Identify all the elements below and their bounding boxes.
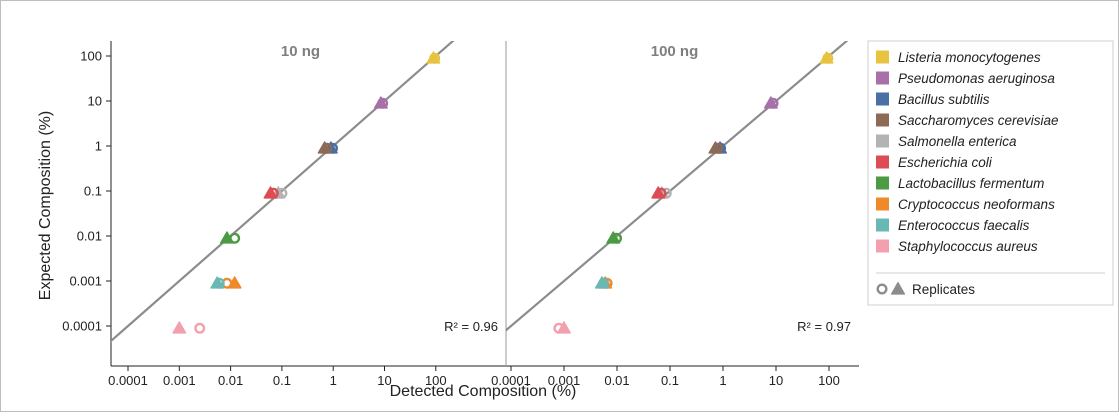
legend: Listeria monocytogenes Pseudomonas aerugi… bbox=[867, 40, 1114, 306]
circle-point bbox=[213, 277, 225, 289]
legend-label: Cryptococcus neoformans bbox=[898, 197, 1055, 212]
reference-line bbox=[111, 41, 455, 343]
circle-point bbox=[194, 322, 206, 334]
circle-point bbox=[767, 97, 779, 109]
panel-title: 10 ng bbox=[281, 43, 320, 60]
circle-point bbox=[267, 187, 279, 199]
circle-point bbox=[598, 277, 610, 289]
panel-1: 0.0001 0.001 0.01 0.1 1 10 100 10 ng R² = 0.96 bbox=[108, 41, 498, 388]
x-tick-label: 0.0001 bbox=[108, 373, 148, 388]
x-tick-label: 10 bbox=[769, 373, 783, 388]
legend-swatch bbox=[876, 134, 889, 148]
y-tick-label: 10 bbox=[88, 94, 102, 109]
y-tick-label: 0.01 bbox=[77, 229, 102, 244]
y-axis-title: Expected Composition (%) bbox=[37, 111, 54, 300]
legend-label: Saccharomyces cerevisiae bbox=[898, 113, 1059, 128]
circle-point bbox=[553, 322, 565, 334]
legend-swatch bbox=[876, 155, 889, 169]
axes-layer: 0.0001 0.001 0.01 0.1 1 10 100 Expected Composi… bbox=[37, 41, 859, 400]
legend-label: Pseudomonas aeruginosa bbox=[898, 71, 1055, 86]
circle-point bbox=[429, 52, 441, 64]
x-tick-label: 0.01 bbox=[604, 373, 629, 388]
panel-2: 0.0001 0.001 0.01 0.1 1 10 100 100 ng R² = 0.97 bbox=[491, 41, 851, 388]
legend-swatch bbox=[876, 50, 889, 64]
legend-swatch bbox=[876, 92, 889, 106]
legend-label: Salmonella enterica bbox=[898, 134, 1017, 149]
circle-point bbox=[321, 142, 333, 154]
x-axis-title: Detected Composition (%) bbox=[390, 383, 577, 400]
y-tick-label: 0.001 bbox=[69, 274, 102, 289]
x-tick-label: 0.001 bbox=[163, 373, 196, 388]
y-tick-label: 100 bbox=[80, 49, 102, 64]
legend-swatch bbox=[876, 197, 889, 211]
circle-point bbox=[712, 142, 724, 154]
legend-swatch bbox=[876, 71, 889, 85]
r-squared-label: R² = 0.96 bbox=[444, 319, 498, 334]
replicate-triangle-icon bbox=[890, 281, 906, 295]
x-tick-label: 100 bbox=[425, 373, 447, 388]
circle-point bbox=[611, 232, 623, 244]
x-tick-label: 0.0001 bbox=[491, 373, 531, 388]
x-tick-label: 0.1 bbox=[661, 373, 679, 388]
x-tick-label: 0.01 bbox=[218, 373, 243, 388]
legend-label: Lactobacillus fermentum bbox=[898, 176, 1044, 191]
legend-swatch bbox=[876, 113, 889, 127]
y-tick-label: 0.1 bbox=[84, 184, 102, 199]
legend-label: Listeria monocytogenes bbox=[898, 50, 1041, 65]
replicate-circle-icon bbox=[876, 283, 888, 295]
legend-label: Enterococcus faecalis bbox=[898, 218, 1030, 233]
legend-label: Bacillus subtilis bbox=[898, 92, 990, 107]
legend-replicates-label: Replicates bbox=[912, 282, 975, 297]
legend-label: Staphylococcus aureus bbox=[898, 239, 1038, 254]
legend-swatch bbox=[876, 239, 889, 253]
legend-label: Escherichia coli bbox=[898, 155, 993, 170]
x-tick-label: 0.001 bbox=[548, 373, 581, 388]
panel-title: 100 ng bbox=[651, 43, 699, 60]
circle-point bbox=[377, 97, 389, 109]
y-tick-label: 0.0001 bbox=[62, 319, 102, 334]
x-tick-label: 0.1 bbox=[273, 373, 291, 388]
x-tick-label: 1 bbox=[719, 373, 726, 388]
y-tick-label: 1 bbox=[95, 139, 102, 154]
triangle-point bbox=[172, 321, 187, 334]
x-tick-label: 100 bbox=[818, 373, 840, 388]
x-tick-label: 1 bbox=[330, 373, 337, 388]
legend-box bbox=[867, 40, 1114, 306]
legend-swatch bbox=[876, 176, 889, 190]
circle-point bbox=[822, 52, 834, 64]
r-squared-label: R² = 0.97 bbox=[797, 319, 851, 334]
x-tick-label: 10 bbox=[377, 373, 391, 388]
circle-point bbox=[229, 232, 241, 244]
circle-point bbox=[655, 187, 667, 199]
legend-swatch bbox=[876, 218, 889, 232]
